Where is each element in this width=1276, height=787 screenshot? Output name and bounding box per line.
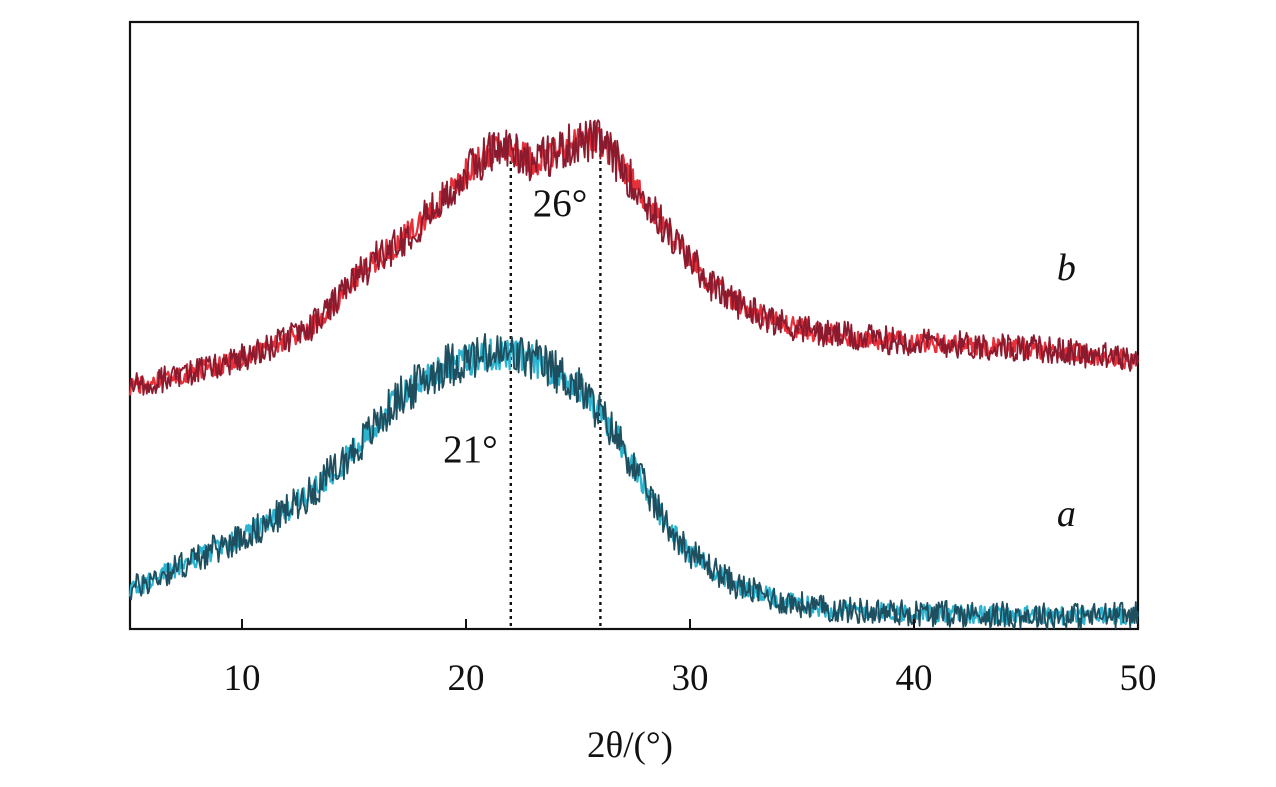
series-b-line — [129, 119, 1139, 396]
x-axis-ticks: 10 20 30 40 50 — [224, 619, 1157, 699]
series-label-b: b — [1057, 247, 1076, 289]
x-tick-label: 50 — [1120, 658, 1157, 699]
series-layer — [128, 119, 1140, 630]
annotations: 21° 26° b a — [443, 182, 1076, 535]
peak-annotation: 21° — [443, 428, 498, 471]
x-tick-label: 40 — [896, 658, 933, 699]
x-axis-label: 2θ/(°) — [587, 725, 673, 766]
series-a-line — [129, 332, 1139, 630]
x-tick-label: 30 — [672, 658, 709, 699]
x-tick-label: 20 — [448, 658, 485, 699]
series-label-a: a — [1057, 493, 1076, 535]
x-tick-label: 10 — [224, 658, 261, 699]
peak-annotation: 26° — [533, 182, 588, 225]
plot-frame — [128, 20, 1140, 631]
series-a-highlight — [128, 338, 1139, 626]
